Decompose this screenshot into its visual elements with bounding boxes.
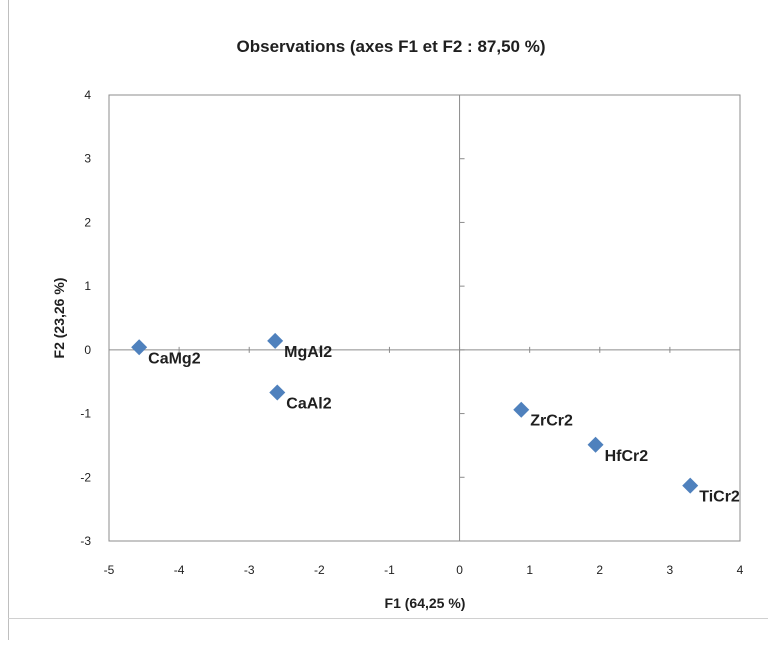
data-point-label: HfCr2: [605, 448, 649, 465]
y-tick-label: -1: [80, 407, 91, 421]
y-axis-label: F2 (23,26 %): [51, 278, 67, 359]
frame-bottom-border: [8, 618, 768, 619]
x-axis-label: F1 (64,25 %): [385, 595, 466, 611]
x-tick-label: -1: [384, 563, 395, 577]
data-point-marker: [587, 436, 604, 453]
data-point-label: CaMg2: [148, 350, 201, 367]
y-tick-label: 0: [84, 343, 91, 357]
x-tick-label: 3: [667, 563, 674, 577]
y-tick-label: -2: [80, 470, 91, 484]
y-tick-label: -3: [80, 534, 91, 548]
chart-title: Observations (axes F1 et F2 : 87,50 %): [237, 37, 546, 56]
y-tick-label: 4: [84, 88, 91, 102]
data-point-marker: [131, 339, 148, 356]
y-tick-label: 1: [84, 279, 91, 293]
x-tick-label: 4: [737, 563, 744, 577]
y-tick-label: 3: [84, 152, 91, 166]
data-point-marker: [269, 384, 286, 401]
data-point-label: CaAl2: [286, 396, 331, 413]
x-tick-label: -5: [104, 563, 115, 577]
data-point-marker: [513, 401, 530, 418]
data-point-label: MgAl2: [284, 344, 332, 361]
x-tick-label: -3: [244, 563, 255, 577]
frame-left-border: [8, 0, 9, 640]
x-tick-label: 0: [456, 563, 463, 577]
data-point-marker: [267, 332, 284, 349]
x-tick-label: -4: [174, 563, 185, 577]
x-tick-label: 2: [596, 563, 603, 577]
plot-area: [108, 94, 741, 542]
data-point-label: TiCr2: [699, 489, 740, 506]
x-tick-label: 1: [526, 563, 533, 577]
y-tick-label: 2: [84, 215, 91, 229]
x-tick-label: -2: [314, 563, 325, 577]
data-point-label: ZrCr2: [530, 413, 573, 430]
data-point-marker: [682, 477, 699, 494]
